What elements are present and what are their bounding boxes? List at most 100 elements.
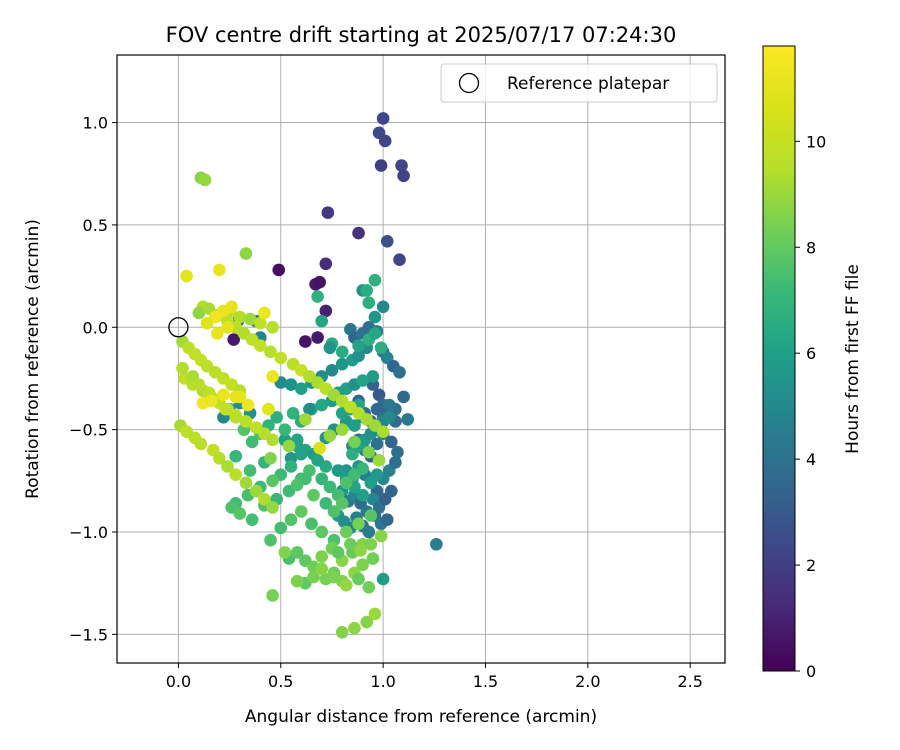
data-point — [253, 339, 267, 352]
data-point — [385, 435, 398, 449]
data-point — [194, 437, 208, 451]
x-tick-label: 0.0 — [166, 672, 191, 691]
data-point — [266, 370, 279, 383]
data-point — [229, 411, 243, 424]
data-point — [229, 468, 243, 481]
data-point — [362, 296, 376, 310]
data-point — [233, 507, 247, 520]
data-point — [339, 476, 353, 490]
data-point — [360, 615, 374, 629]
data-point — [264, 451, 277, 465]
data-point — [200, 316, 214, 330]
data-point — [264, 345, 277, 359]
data-point — [211, 327, 224, 340]
legend-reference-marker — [458, 72, 480, 94]
data-point — [335, 345, 349, 359]
data-point — [217, 388, 230, 402]
data-point — [307, 570, 320, 584]
data-point — [393, 366, 406, 379]
data-point — [284, 460, 298, 473]
data-point — [221, 460, 234, 473]
data-point — [352, 572, 365, 586]
data-point — [325, 363, 339, 377]
data-point — [229, 390, 243, 404]
data-point — [180, 269, 193, 283]
data-point — [335, 625, 349, 639]
data-point — [380, 234, 394, 248]
data-point — [348, 419, 361, 432]
plot-background — [117, 55, 725, 663]
data-point — [229, 449, 243, 463]
data-point — [198, 173, 212, 187]
data-point — [274, 521, 288, 535]
y-tick-label: −1.5 — [69, 625, 108, 644]
data-point — [354, 544, 367, 557]
data-point — [313, 275, 326, 289]
data-point — [352, 517, 365, 531]
chart-title: FOV centre drift starting at 2025/07/17 … — [166, 23, 677, 47]
data-point — [401, 413, 414, 426]
data-point — [299, 335, 312, 348]
data-point — [368, 273, 382, 287]
colorbar-tick-label: 8 — [806, 238, 816, 257]
data-point — [368, 327, 382, 340]
y-tick-label: 0.0 — [83, 318, 108, 337]
plot-frame — [116, 54, 726, 664]
data-point — [176, 361, 189, 375]
data-point — [393, 253, 406, 267]
data-point — [311, 290, 324, 303]
data-point — [311, 331, 324, 344]
data-point — [356, 558, 369, 572]
data-point — [192, 306, 206, 320]
data-point — [278, 423, 292, 436]
data-points — [174, 112, 443, 639]
data-point — [299, 472, 312, 486]
data-point — [430, 537, 443, 551]
data-point — [352, 226, 365, 240]
y-tick-label: 1.0 — [83, 114, 108, 133]
x-axis-label: Angular distance from reference (arcmin) — [245, 707, 597, 727]
data-point — [319, 257, 333, 271]
data-point — [219, 402, 232, 416]
data-point — [284, 513, 298, 527]
data-point — [315, 472, 329, 486]
data-point — [258, 492, 271, 506]
data-point — [227, 333, 240, 346]
data-point — [397, 169, 410, 183]
data-point — [319, 497, 333, 510]
data-point — [321, 206, 335, 219]
data-point — [290, 574, 304, 588]
data-point — [243, 312, 257, 326]
data-point — [348, 435, 361, 449]
data-point — [327, 505, 341, 518]
data-point — [352, 349, 365, 363]
data-point — [286, 406, 300, 420]
data-point — [360, 284, 374, 297]
data-point — [389, 456, 402, 469]
x-tick-label: 1.0 — [370, 672, 395, 691]
data-point — [335, 423, 349, 436]
data-point — [245, 435, 259, 449]
colorbar: 0 2 4 6 8 10 Hours from first FF file — [762, 45, 863, 681]
data-point — [376, 425, 390, 438]
data-point — [376, 300, 390, 314]
data-point — [272, 263, 286, 277]
colorbar-tick-label: 10 — [806, 132, 826, 151]
colorbar-tick-label: 6 — [806, 344, 816, 363]
colorbar-label: Hours from first FF file — [843, 264, 863, 454]
x-tick-label: 2.5 — [677, 672, 702, 691]
colorbar-tick-label: 0 — [806, 662, 816, 681]
data-point — [370, 468, 384, 481]
data-point — [339, 525, 353, 539]
data-point — [364, 537, 378, 551]
data-point — [374, 159, 388, 172]
data-point — [315, 525, 329, 539]
data-point — [311, 454, 324, 467]
data-point — [192, 378, 206, 391]
data-point — [319, 304, 333, 318]
data-point — [239, 247, 253, 260]
legend: Reference platepar — [440, 63, 718, 103]
data-point — [368, 310, 382, 324]
data-point — [335, 497, 349, 510]
